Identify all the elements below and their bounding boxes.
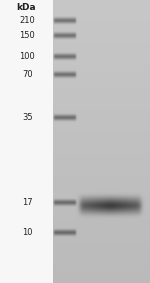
Text: 70: 70 [22,70,33,79]
Text: 100: 100 [20,52,35,61]
Text: kDa: kDa [16,3,36,12]
Text: 150: 150 [20,31,35,40]
Text: 35: 35 [22,113,33,122]
Text: 17: 17 [22,198,33,207]
Text: 10: 10 [22,228,33,237]
Text: 210: 210 [20,16,35,25]
